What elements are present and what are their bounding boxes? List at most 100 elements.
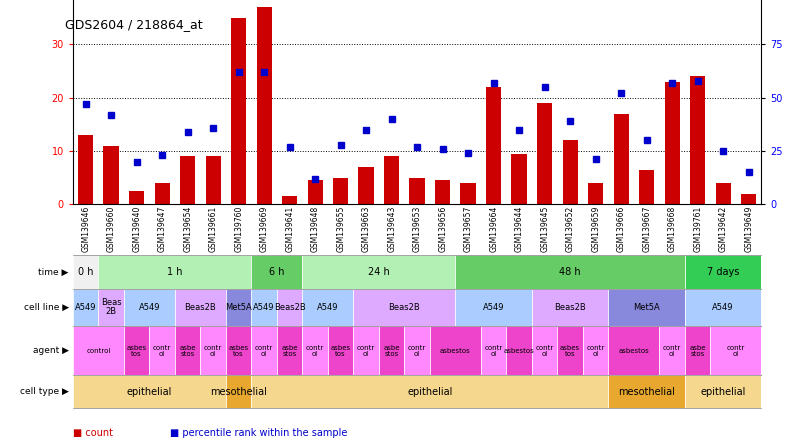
Bar — [277, 289, 302, 326]
Text: Beas2B: Beas2B — [554, 303, 586, 312]
Bar — [481, 326, 506, 375]
Bar — [231, 18, 246, 204]
Text: 6 h: 6 h — [269, 267, 284, 277]
Bar — [73, 375, 226, 408]
Text: Beas2B: Beas2B — [389, 303, 420, 312]
Text: contr
ol: contr ol — [408, 345, 426, 357]
Bar — [73, 289, 98, 326]
Bar — [562, 140, 578, 204]
Bar — [532, 289, 608, 326]
Text: asbes
tos: asbes tos — [126, 345, 147, 357]
Text: contr
ol: contr ol — [204, 345, 222, 357]
Text: 1 h: 1 h — [167, 267, 182, 277]
Bar — [104, 146, 119, 204]
Bar — [685, 375, 761, 408]
Bar — [379, 326, 404, 375]
Bar — [506, 326, 532, 375]
Bar — [302, 289, 353, 326]
Bar — [206, 156, 221, 204]
Text: Beas
2B: Beas 2B — [100, 298, 122, 317]
Bar — [251, 255, 302, 289]
Bar — [78, 135, 93, 204]
Text: contr
ol: contr ol — [357, 345, 375, 357]
Bar — [557, 326, 583, 375]
Bar — [583, 326, 608, 375]
Text: contr
ol: contr ol — [306, 345, 324, 357]
Text: 24 h: 24 h — [368, 267, 390, 277]
Text: asbes
tos: asbes tos — [330, 345, 351, 357]
Bar — [608, 326, 659, 375]
Bar — [302, 255, 455, 289]
Text: epithelial: epithelial — [126, 387, 172, 397]
Bar — [251, 375, 608, 408]
Bar — [659, 326, 685, 375]
Bar — [226, 375, 251, 408]
Bar — [410, 178, 424, 204]
Bar — [175, 289, 226, 326]
Text: A549: A549 — [139, 303, 160, 312]
Bar — [486, 87, 501, 204]
Text: epithelial: epithelial — [407, 387, 453, 397]
Text: contr
ol: contr ol — [535, 345, 554, 357]
Text: A549: A549 — [483, 303, 505, 312]
Bar — [200, 326, 226, 375]
Bar — [353, 326, 379, 375]
Text: asbes
tos: asbes tos — [228, 345, 249, 357]
Text: 0 h: 0 h — [78, 267, 93, 277]
Bar — [532, 326, 557, 375]
Bar — [430, 326, 481, 375]
Text: ■ percentile rank within the sample: ■ percentile rank within the sample — [170, 428, 347, 438]
Text: control: control — [86, 348, 111, 354]
Bar — [588, 183, 603, 204]
Text: ■ count: ■ count — [73, 428, 113, 438]
Bar — [226, 326, 251, 375]
Bar — [608, 375, 685, 408]
Bar — [226, 289, 251, 326]
Bar — [404, 326, 430, 375]
Bar — [124, 326, 149, 375]
Text: Met5A: Met5A — [225, 303, 252, 312]
Bar — [175, 326, 200, 375]
Bar — [608, 289, 685, 326]
Bar — [149, 326, 175, 375]
Text: contr
ol: contr ol — [586, 345, 605, 357]
Text: contr
ol: contr ol — [727, 345, 745, 357]
Bar — [715, 183, 731, 204]
Bar — [461, 183, 475, 204]
Bar — [664, 82, 680, 204]
Text: asbe
stos: asbe stos — [281, 345, 298, 357]
Text: contr
ol: contr ol — [255, 345, 273, 357]
Bar — [124, 289, 175, 326]
Bar — [98, 289, 124, 326]
Text: cell type ▶: cell type ▶ — [20, 387, 69, 396]
Bar — [537, 103, 552, 204]
Bar — [277, 326, 302, 375]
Text: GDS2604 / 218864_at: GDS2604 / 218864_at — [65, 18, 202, 31]
Text: A549: A549 — [254, 303, 275, 312]
Bar — [180, 156, 195, 204]
Bar — [251, 326, 277, 375]
Bar — [129, 191, 144, 204]
Bar — [328, 326, 353, 375]
Text: mesothelial: mesothelial — [618, 387, 675, 397]
Text: 7 days: 7 days — [707, 267, 740, 277]
Bar — [73, 255, 98, 289]
Bar — [359, 167, 373, 204]
Text: asbestos: asbestos — [619, 348, 650, 354]
Bar — [685, 255, 761, 289]
Bar — [613, 114, 629, 204]
Text: asbestos: asbestos — [504, 348, 535, 354]
Bar — [685, 326, 710, 375]
Bar — [511, 154, 526, 204]
Bar — [333, 178, 348, 204]
Bar — [302, 326, 328, 375]
Text: asbe
stos: asbe stos — [383, 345, 400, 357]
Text: time ▶: time ▶ — [38, 267, 69, 277]
Text: asbes
tos: asbes tos — [560, 345, 580, 357]
Bar — [282, 196, 297, 204]
Bar — [155, 183, 170, 204]
Text: contr
ol: contr ol — [153, 345, 171, 357]
Bar — [690, 76, 706, 204]
Text: asbe
stos: asbe stos — [689, 345, 706, 357]
Bar — [455, 255, 685, 289]
